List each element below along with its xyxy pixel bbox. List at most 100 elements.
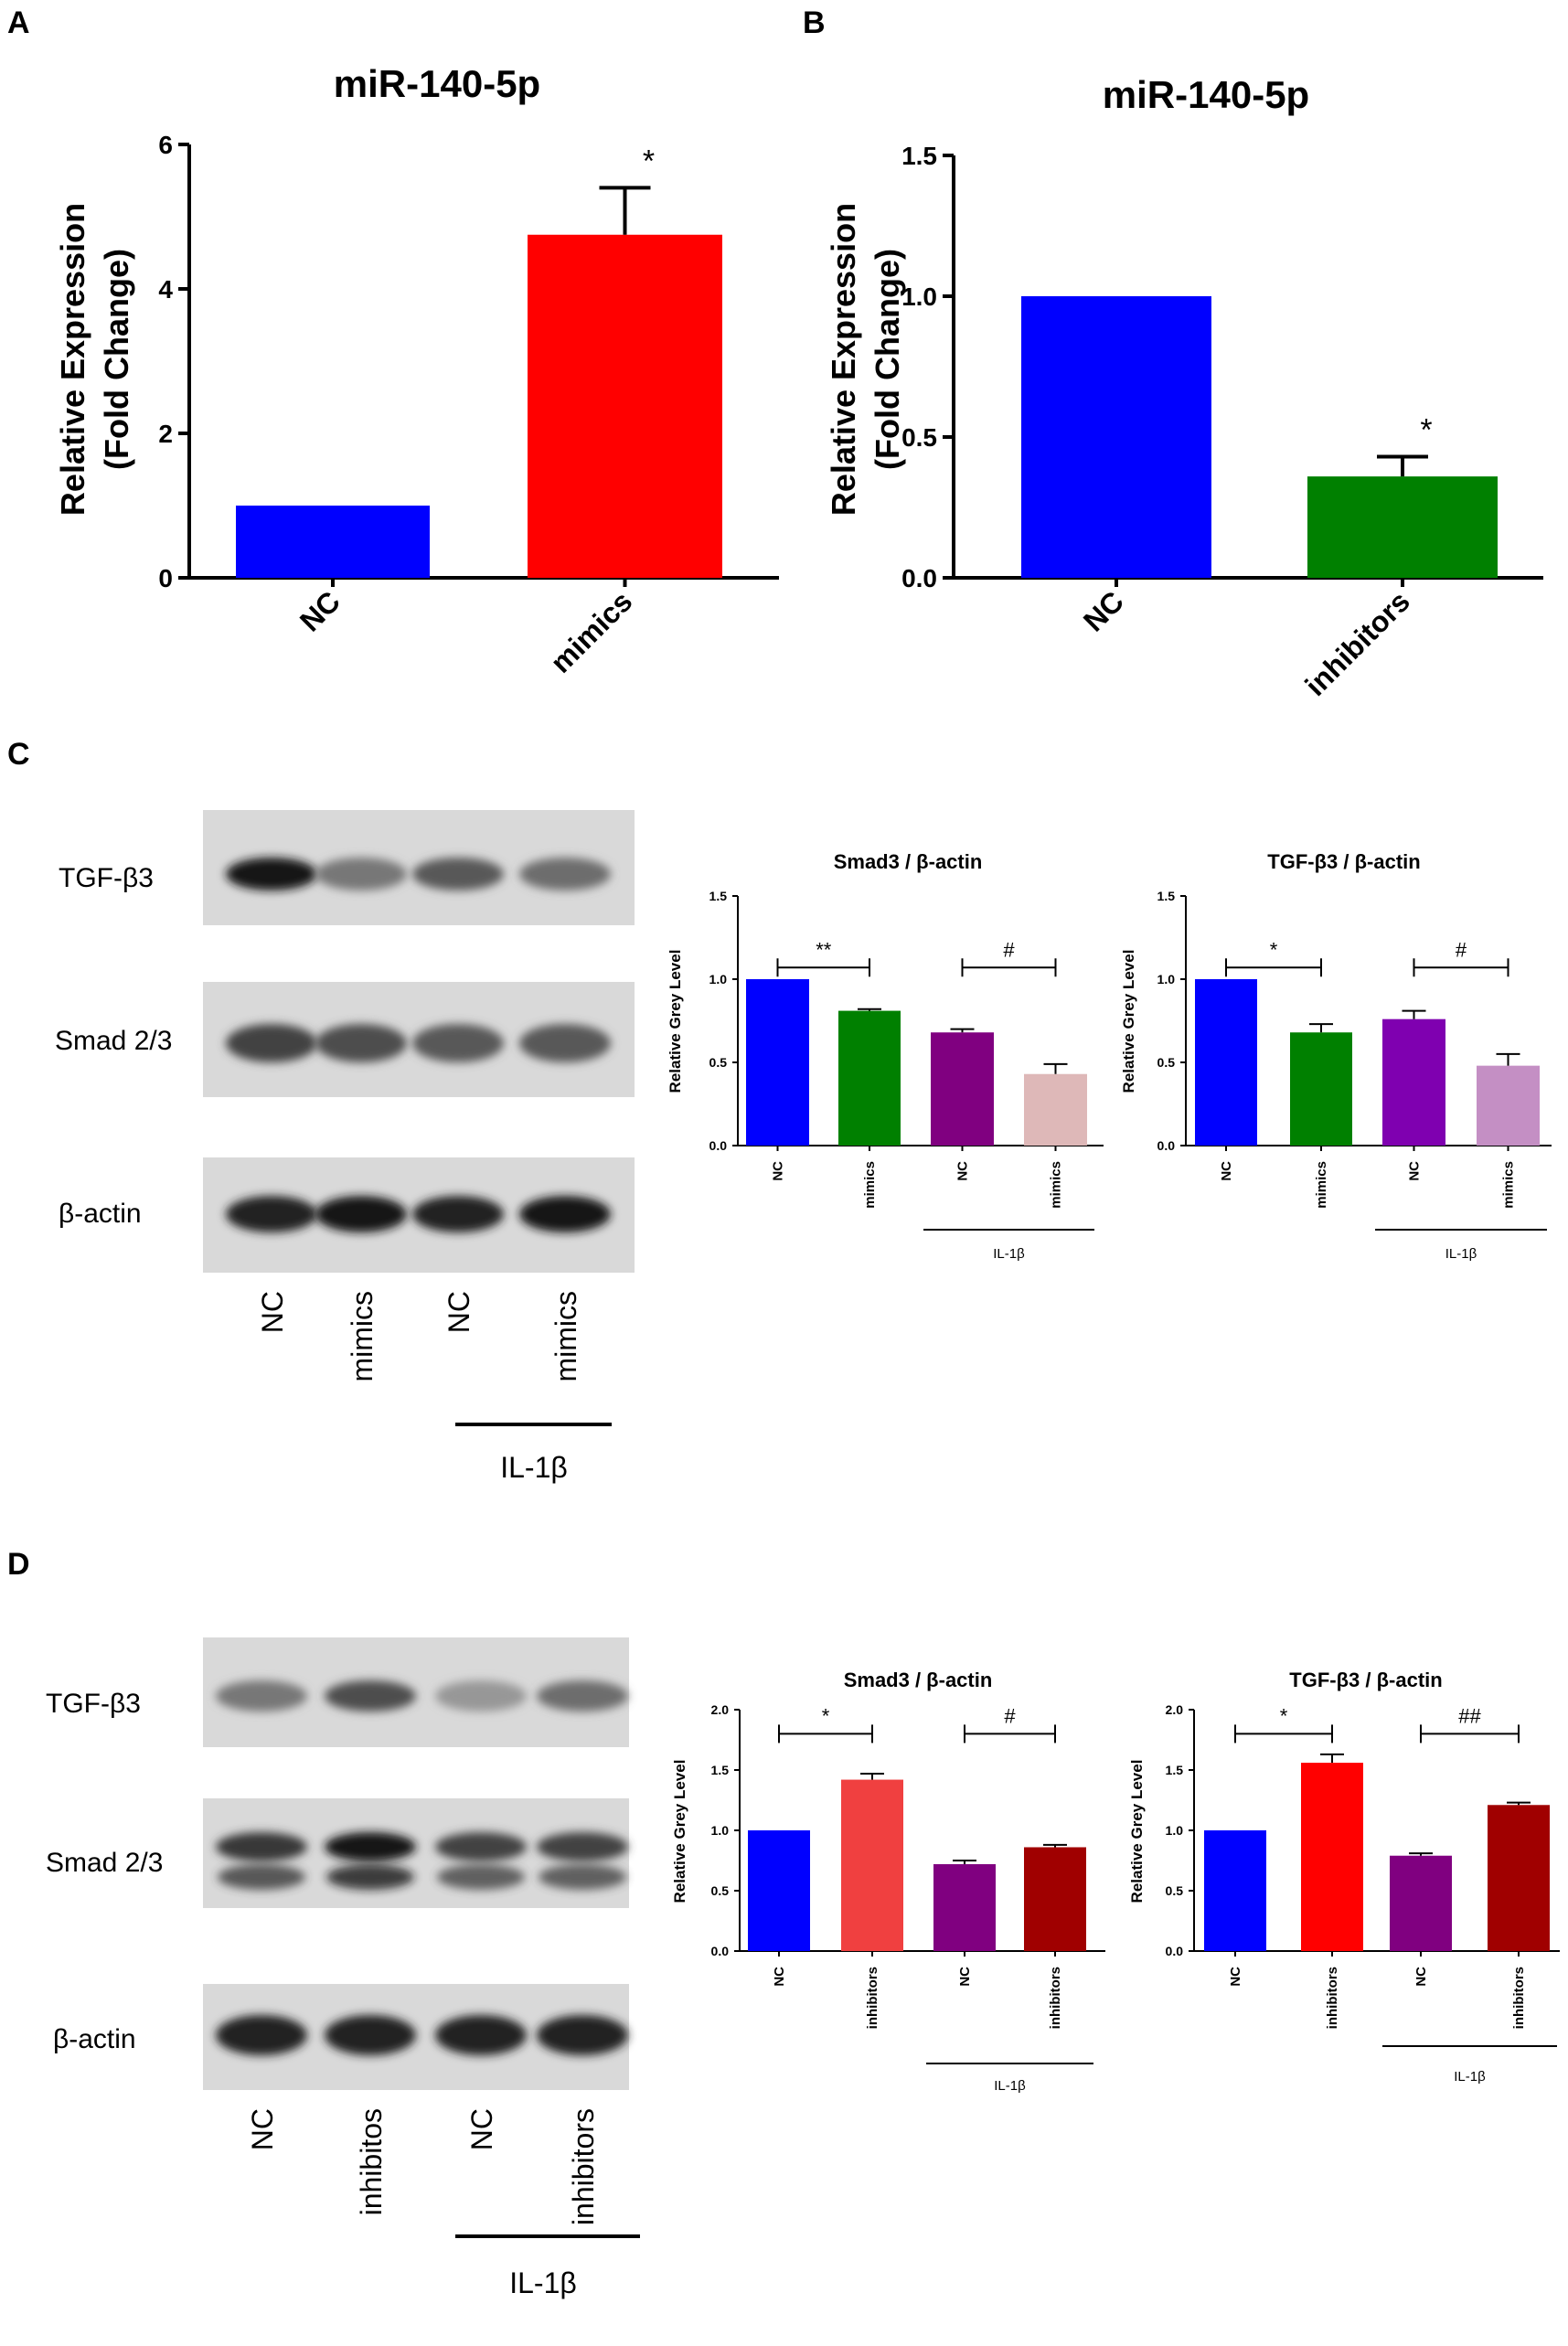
blot-band bbox=[539, 1864, 626, 1890]
category-label: NC bbox=[1413, 1967, 1429, 1987]
blot-band bbox=[519, 858, 611, 890]
panel-label-b: B bbox=[803, 5, 826, 40]
blot-band bbox=[325, 1680, 416, 1712]
category-label: NC bbox=[293, 584, 347, 637]
blot-band bbox=[325, 1832, 416, 1861]
bar bbox=[933, 1863, 996, 1951]
y-axis-label: Relative Grey Level bbox=[671, 1760, 688, 1903]
blot-band bbox=[325, 2015, 416, 2055]
category-label: NC bbox=[772, 1967, 787, 1987]
blot-band bbox=[537, 1680, 628, 1712]
chart-title: Smad3 / β-actin bbox=[844, 1669, 993, 1691]
blot-band bbox=[218, 1864, 305, 1890]
y-axis-label-line: Relative Expression bbox=[825, 203, 862, 516]
significance-label: * bbox=[1280, 1704, 1288, 1727]
bar bbox=[528, 234, 722, 578]
blot-band bbox=[226, 1024, 317, 1062]
blot-band bbox=[435, 2015, 527, 2055]
y-tick-label: 1.5 bbox=[901, 142, 937, 170]
significance-label: # bbox=[1003, 938, 1015, 961]
lane-label: NC bbox=[465, 2108, 498, 2150]
y-tick-label: 1.0 bbox=[901, 283, 937, 311]
category-label: NC bbox=[1228, 1967, 1243, 1987]
blot-band bbox=[519, 1196, 611, 1232]
category-label: inhibitors bbox=[1325, 1967, 1340, 2029]
y-tick-label: 2.0 bbox=[1166, 1702, 1184, 1717]
category-label: mimics bbox=[1501, 1161, 1517, 1209]
category-label: mimics bbox=[1314, 1161, 1329, 1209]
y-axis-label: Relative Grey Level bbox=[1120, 950, 1137, 1093]
group-label: IL-1β bbox=[1454, 2069, 1486, 2085]
y-tick-label: 1.0 bbox=[1157, 972, 1176, 986]
y-tick-label: 0.0 bbox=[901, 564, 937, 592]
significance-label: * bbox=[1270, 938, 1278, 961]
y-tick-label: 0.5 bbox=[711, 1883, 730, 1898]
blot-band bbox=[216, 1680, 307, 1712]
bar bbox=[746, 979, 809, 1146]
blot-row-label: β-actin bbox=[59, 1199, 142, 1229]
category-label: NC bbox=[1219, 1161, 1234, 1181]
blot-band bbox=[437, 1864, 525, 1890]
y-tick-label: 1.5 bbox=[1157, 889, 1176, 903]
blot-row-label: TGF-β3 bbox=[46, 1689, 141, 1719]
lane-label: mimics bbox=[346, 1291, 379, 1382]
y-tick-label: 2.0 bbox=[711, 1702, 730, 1717]
y-axis-label-line: Relative Expression bbox=[54, 203, 91, 516]
y-axis-label-line: Relative Grey Level bbox=[1128, 1760, 1146, 1903]
significance-star: * bbox=[643, 144, 655, 178]
significance-label: # bbox=[1004, 1704, 1016, 1727]
chart-title: TGF-β3 / β-actin bbox=[1267, 850, 1420, 873]
y-tick-label: 0.5 bbox=[709, 1055, 728, 1070]
chart-title: miR-140-5p bbox=[334, 62, 540, 105]
bar bbox=[1204, 1830, 1266, 1951]
y-tick-label: 0.0 bbox=[1157, 1138, 1176, 1153]
y-axis-label: Relative Grey Level bbox=[1128, 1760, 1146, 1903]
bar bbox=[838, 1010, 901, 1146]
y-tick-label: 1.0 bbox=[1166, 1823, 1184, 1838]
y-tick-label: 0.0 bbox=[711, 1944, 730, 1958]
western-blot-d: TGF-β3 Smad 2/3 β-actin NC inhibitos NC inhibi… bbox=[46, 1637, 640, 2299]
significance-label: * bbox=[822, 1704, 830, 1727]
category-label: NC bbox=[957, 1967, 973, 1987]
category-label: NC bbox=[1077, 584, 1130, 637]
blot-band bbox=[412, 858, 504, 890]
category-label: inhibitors bbox=[865, 1967, 880, 2029]
bar bbox=[1390, 1855, 1452, 1951]
chart-title: Smad3 / β-actin bbox=[834, 850, 983, 873]
blot-row-label: Smad 2/3 bbox=[55, 1026, 172, 1056]
category-label: inhibitors bbox=[1511, 1967, 1527, 2029]
y-axis-label: Relative Expression (Fold Change) bbox=[825, 203, 906, 516]
y-tick-label: 0 bbox=[158, 564, 173, 592]
chart-title: miR-140-5p bbox=[1103, 73, 1309, 116]
bar bbox=[1382, 1018, 1445, 1146]
y-tick-label: 0.5 bbox=[1157, 1055, 1176, 1070]
blot-band bbox=[519, 1024, 611, 1062]
category-label: inhibitors bbox=[1048, 1967, 1063, 2029]
blot-band bbox=[435, 1832, 527, 1861]
blot-band bbox=[326, 1864, 414, 1890]
chart-d-smad3: Smad3 / β-actin Relative Grey Level 0.0 0.5… bbox=[671, 1669, 1105, 2094]
panel-label-a: A bbox=[7, 5, 30, 40]
western-blot-c: TGF-β3 Smad 2/3 β-actin NC mimics NC mimics IL-… bbox=[55, 810, 635, 1484]
blot-band bbox=[412, 1196, 504, 1232]
blot-band bbox=[226, 1196, 317, 1232]
chart-b: miR-140-5p Relative Expression (Fold Chang… bbox=[825, 73, 1543, 702]
blot-band bbox=[537, 1832, 628, 1861]
y-tick-label: 1.5 bbox=[709, 889, 728, 903]
bar bbox=[1021, 296, 1211, 578]
bar bbox=[236, 506, 430, 578]
chart-c-tgf-b3: TGF-β3 / β-actin Relative Grey Level 0.0 0.… bbox=[1120, 850, 1552, 1262]
category-label: mimics bbox=[544, 584, 638, 678]
y-tick-label: 0.5 bbox=[901, 423, 937, 452]
y-tick-label: 2 bbox=[158, 420, 173, 448]
category-label: inhibitors bbox=[1298, 584, 1416, 702]
blot-band bbox=[216, 2015, 307, 2055]
bar bbox=[1195, 979, 1257, 1146]
lane-label: mimics bbox=[549, 1291, 582, 1382]
blot-band bbox=[315, 1024, 407, 1062]
lane-label: NC bbox=[443, 1291, 475, 1333]
group-label: IL-1β bbox=[500, 1451, 568, 1484]
significance-label: ** bbox=[816, 938, 832, 961]
bar bbox=[1307, 476, 1498, 578]
